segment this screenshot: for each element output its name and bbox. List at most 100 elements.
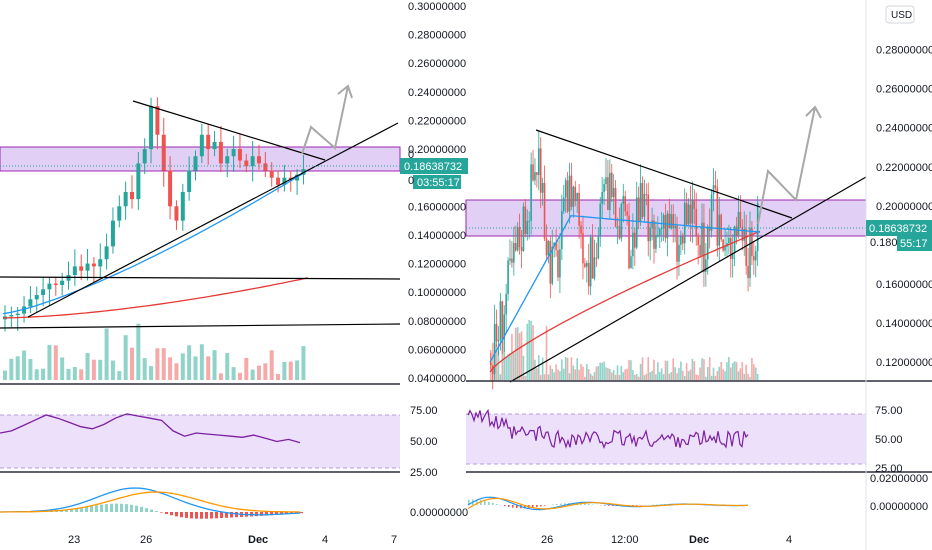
price-axis[interactable]: 0.28000000 0.26000000 0.24000000 0.22000000…	[876, 45, 932, 370]
partial-price-label: 0	[408, 149, 414, 161]
volume-bar	[250, 369, 255, 380]
volume-bar	[60, 357, 65, 380]
candle-body	[493, 323, 496, 375]
candle-body	[136, 163, 141, 200]
volume-bar	[597, 366, 600, 380]
candle-body	[749, 227, 751, 279]
candle-body	[678, 244, 680, 262]
candle-body	[622, 196, 625, 204]
macd-hist-bar	[492, 502, 494, 505]
volume-bar	[747, 373, 749, 380]
candle-body	[651, 220, 653, 228]
candle-body	[545, 238, 548, 256]
volume-bar	[689, 369, 692, 380]
moving-average-red	[2, 277, 308, 319]
candle-body	[680, 236, 682, 245]
candle-body	[110, 220, 115, 247]
candle-body	[747, 265, 749, 279]
volume-bar	[568, 373, 571, 380]
rsi-tick: 75.00	[410, 405, 438, 417]
volume-bar	[595, 366, 598, 380]
macd-hist-bar	[145, 508, 148, 512]
rsi-tick: 75.00	[875, 405, 903, 417]
volume-bars	[3, 323, 306, 380]
candle-body	[34, 295, 39, 300]
candle-body	[551, 246, 554, 284]
candle-body	[528, 220, 530, 222]
volume-bar	[85, 352, 90, 380]
candle-body	[225, 156, 230, 164]
candle-body	[98, 259, 103, 267]
price-axis[interactable]: 0.30000000 0.28000000 0.26000000 0.24000000…	[408, 1, 466, 385]
candle-body	[538, 148, 540, 175]
lower-trend-line	[509, 176, 867, 383]
volume-bar	[691, 358, 694, 380]
volume-bar	[653, 359, 655, 380]
volume-bar	[497, 350, 500, 380]
projection-arrow-head	[805, 105, 822, 119]
last-price-label: 0.18638732 03:55:17 0 0	[400, 149, 468, 189]
volume-bar	[98, 359, 103, 380]
macd-hist-bar	[612, 505, 614, 507]
macd-hist-bar	[165, 512, 168, 514]
volume-bar	[678, 368, 680, 380]
macd-hist-bar	[584, 503, 586, 505]
volume-bar	[718, 366, 721, 380]
volume-bar	[576, 358, 578, 380]
currency-button[interactable]	[885, 5, 915, 24]
volume-bar	[495, 344, 498, 380]
volume-bar	[685, 363, 688, 380]
last-price-label: 0.18638732 0.180 55:17	[866, 220, 932, 251]
price-tick: 0.26000000	[408, 58, 466, 70]
candle-body	[263, 163, 268, 171]
candle-body	[743, 229, 746, 241]
candlestick-series	[490, 129, 759, 390]
candle-body	[718, 214, 721, 246]
volume-bar	[618, 374, 621, 380]
candle-body	[657, 234, 659, 236]
candle-body	[543, 182, 546, 239]
macd-hist-bar	[265, 512, 268, 516]
volume-bar	[269, 350, 274, 380]
volume-bar	[603, 361, 605, 380]
macd-hist-bar	[300, 512, 303, 514]
price-tick: 0.14000000	[408, 230, 466, 242]
partial-price-label: 0	[408, 175, 414, 187]
price-tick: 0.12000000	[408, 259, 466, 271]
currency-label: USD	[891, 10, 912, 21]
volume-bar	[206, 356, 211, 380]
candle-body	[282, 177, 287, 185]
candle-body	[655, 235, 657, 249]
candle-body	[703, 222, 705, 273]
volume-bar	[695, 374, 698, 380]
macd-hist-bar	[636, 505, 638, 506]
volume-bar	[564, 357, 567, 380]
time-axis[interactable]: 26 12:00 Dec 4	[541, 534, 792, 546]
volume-bar	[499, 374, 502, 380]
time-tick: 26	[140, 534, 152, 546]
candle-body	[591, 237, 594, 279]
candle-body	[630, 256, 632, 269]
volume-bar	[680, 361, 682, 380]
volume-bar	[15, 356, 20, 380]
candle-body	[628, 215, 630, 269]
macd-hist-bar	[285, 512, 288, 515]
rsi-tick: 50.00	[410, 436, 438, 448]
volume-bar	[624, 369, 626, 380]
candle-body	[649, 227, 651, 242]
rsi-band	[466, 414, 866, 464]
candle-body	[187, 170, 192, 192]
candle-body	[47, 283, 52, 290]
volume-bar	[620, 365, 623, 380]
macd-hist-bar	[504, 505, 506, 507]
candle-body	[549, 240, 552, 284]
candle-body	[574, 186, 577, 201]
macd-hist-bar	[210, 512, 213, 519]
macd-hist-bar	[140, 506, 143, 512]
time-axis[interactable]: 23 26 Dec 4 7	[68, 534, 397, 546]
price-tick: 0.28000000	[408, 30, 466, 42]
volume-bar	[626, 368, 628, 380]
trend-lines	[0, 100, 401, 329]
time-tick: 26	[541, 534, 553, 546]
volume-bar	[237, 372, 242, 380]
